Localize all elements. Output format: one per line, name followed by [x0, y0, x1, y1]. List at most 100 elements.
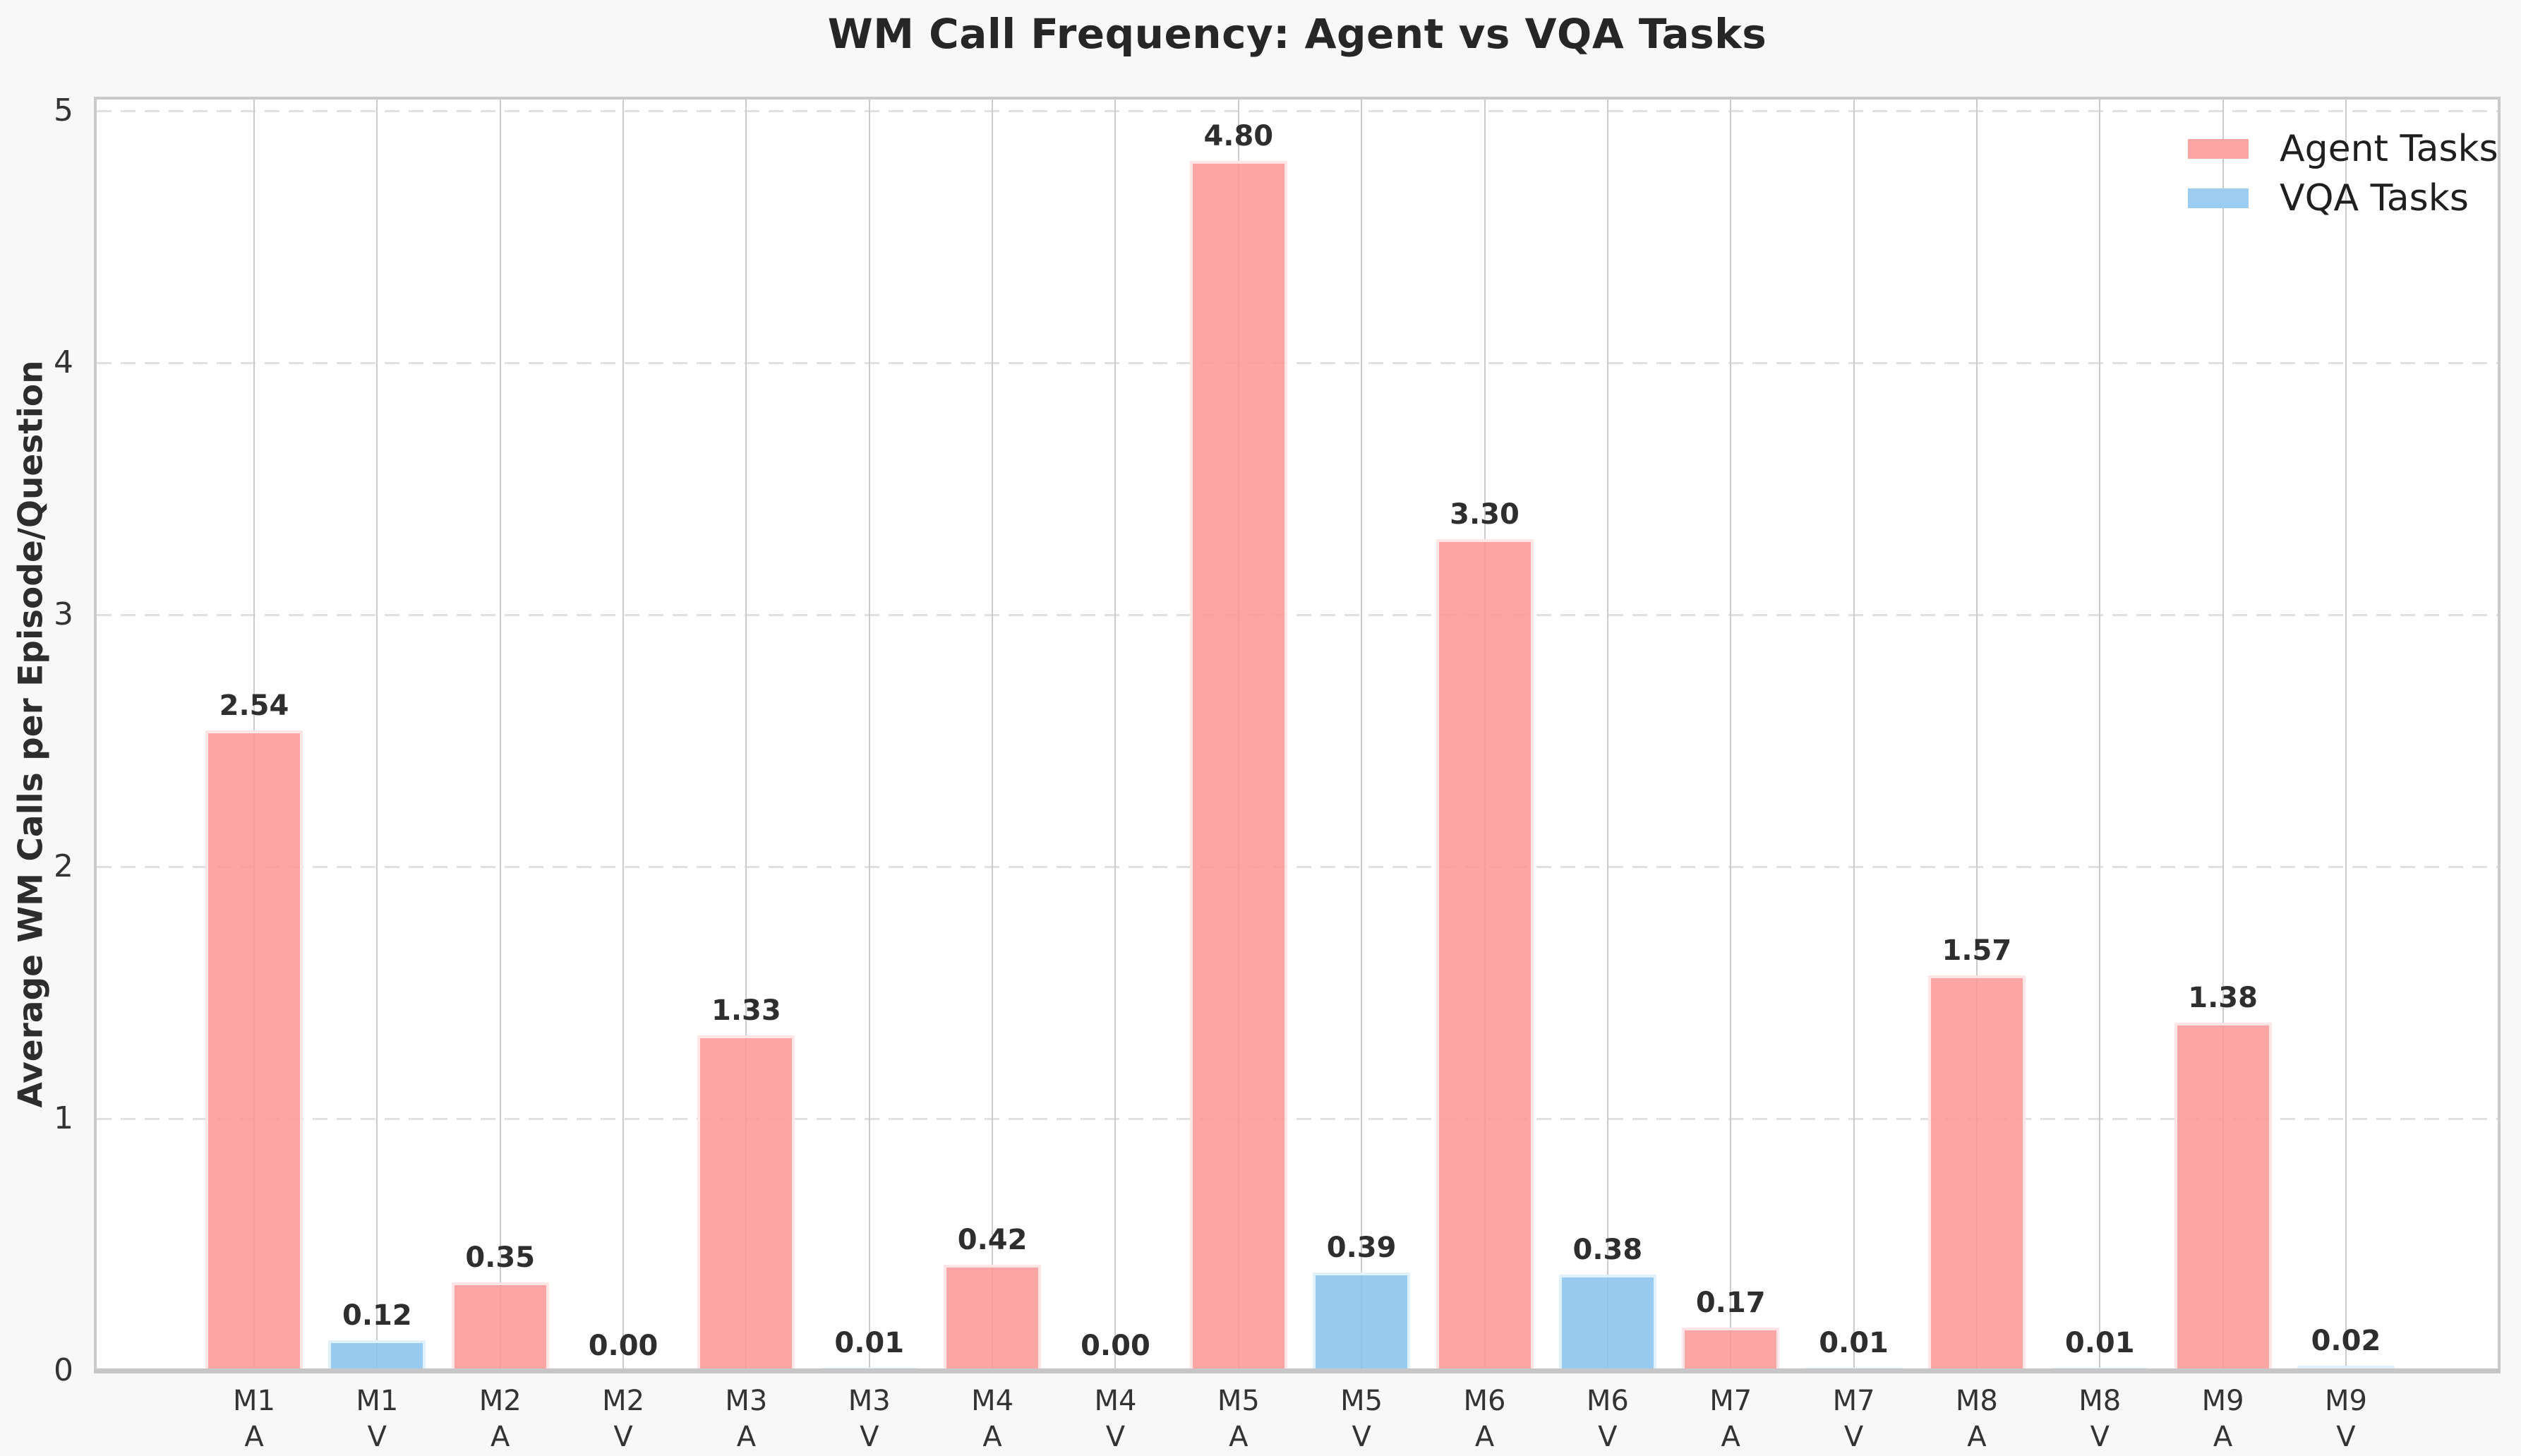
x-tick-task: V — [1843, 1421, 1864, 1453]
v-gridline-m8-v — [2099, 98, 2101, 1368]
legend-label-vqa: VQA Tasks — [2280, 177, 2469, 219]
x-tick-task: A — [982, 1421, 1002, 1453]
x-tick-label-m4-v: M4 V — [1053, 1383, 1177, 1455]
h-gridline-y3 — [97, 614, 2498, 616]
bar-value-label-m5-a: 4.80 — [1203, 120, 1274, 152]
y-tick-label-3: 3 — [54, 596, 73, 632]
y-axis-label: Average WM Calls per Episode/Question — [11, 360, 51, 1108]
v-gridline-m7-a — [1730, 98, 1732, 1368]
x-tick-task: V — [367, 1421, 387, 1453]
bar-value-label-m1-v: 0.12 — [342, 1299, 412, 1332]
h-gridline-y1 — [97, 1118, 2498, 1120]
v-gridline-m4-a — [992, 98, 994, 1368]
x-tick-task: V — [1105, 1421, 1126, 1453]
bar-value-label-m3-a: 1.33 — [711, 994, 781, 1027]
v-gridline-m1-v — [376, 98, 378, 1368]
bar-value-label-m1-a: 2.54 — [219, 690, 289, 722]
v-gridline-m7-v — [1853, 98, 1855, 1368]
x-tick-task: V — [2090, 1421, 2110, 1453]
v-gridline-m2-v — [622, 98, 625, 1368]
bar-value-label-m4-a: 0.42 — [957, 1224, 1028, 1256]
bar-value-label-m4-v: 0.00 — [1081, 1330, 1150, 1362]
x-tick-label-m1-v: M1 V — [315, 1383, 439, 1455]
chart-title: WM Call Frequency: Agent vs VQA Tasks — [827, 10, 1767, 58]
x-tick-model: M9 — [2201, 1385, 2244, 1417]
x-tick-model: M8 — [1955, 1385, 1998, 1417]
bar-m6-v — [1558, 1275, 1656, 1373]
bar-m7-a — [1682, 1328, 1780, 1373]
x-tick-model: M1 — [233, 1385, 275, 1417]
x-tick-label-m8-a: M8 A — [1915, 1383, 2039, 1455]
x-tick-task: V — [1352, 1421, 1371, 1453]
x-tick-label-m1-a: M1 A — [192, 1383, 316, 1455]
x-tick-label-m2-a: M2 A — [438, 1383, 562, 1455]
y-tick-label-2: 2 — [54, 848, 73, 884]
v-gridline-m4-v — [1114, 98, 1117, 1368]
x-tick-task: V — [860, 1421, 879, 1453]
bar-m5-a — [1189, 161, 1287, 1373]
x-tick-task: A — [491, 1421, 510, 1453]
bar-m3-a — [697, 1035, 795, 1373]
x-tick-model: M4 — [971, 1385, 1014, 1417]
x-tick-label-m2-v: M2 V — [561, 1383, 685, 1455]
x-tick-model: M6 — [1586, 1385, 1629, 1417]
x-tick-label-m9-a: M9 A — [2161, 1383, 2285, 1455]
bar-value-label-m6-v: 0.38 — [1572, 1234, 1643, 1266]
bar-value-label-m8-a: 1.57 — [1942, 934, 2012, 967]
x-tick-label-m8-v: M8 V — [2038, 1383, 2162, 1455]
bar-value-label-m2-a: 0.35 — [465, 1241, 536, 1274]
y-tick-label-4: 4 — [54, 344, 73, 380]
v-gridline-m9-a — [2222, 98, 2224, 1368]
bar-value-label-m7-v: 0.01 — [1819, 1327, 1889, 1359]
x-tick-label-m6-a: M6 A — [1423, 1383, 1547, 1455]
bar-m4-a — [944, 1265, 1042, 1373]
x-tick-task: A — [1967, 1421, 1987, 1453]
x-tick-task: V — [2336, 1421, 2356, 1453]
legend-swatch-agent — [2188, 139, 2249, 159]
x-tick-label-m4-a: M4 A — [930, 1383, 1054, 1455]
x-tick-task: V — [1598, 1421, 1618, 1453]
x-tick-model: M4 — [1094, 1385, 1137, 1417]
x-tick-label-m3-v: M3 V — [807, 1383, 932, 1455]
legend: Agent Tasks VQA Tasks — [2188, 124, 2498, 223]
legend-row-vqa: VQA Tasks — [2188, 174, 2498, 223]
x-tick-task: A — [1721, 1421, 1740, 1453]
y-axis-spine-left — [94, 98, 97, 1373]
x-tick-task: A — [736, 1421, 757, 1453]
bar-value-label-m9-a: 1.38 — [2188, 982, 2258, 1014]
x-tick-model: M6 — [1463, 1385, 1506, 1417]
x-tick-model: M1 — [356, 1385, 399, 1417]
x-tick-task: V — [613, 1421, 633, 1453]
legend-label-agent: Agent Tasks — [2280, 128, 2498, 170]
x-tick-model: M5 — [1340, 1385, 1383, 1417]
x-tick-model: M8 — [2078, 1385, 2122, 1417]
bar-value-label-m5-v: 0.39 — [1326, 1232, 1397, 1264]
x-tick-model: M5 — [1217, 1385, 1260, 1417]
bar-m1-a — [205, 730, 303, 1373]
bar-value-label-m6-a: 3.30 — [1450, 498, 1520, 531]
x-tick-task: A — [244, 1421, 264, 1453]
v-gridline-m9-v — [2345, 98, 2347, 1368]
bar-value-label-m9-v: 0.02 — [2311, 1325, 2381, 1357]
x-tick-label-m3-a: M3 A — [684, 1383, 808, 1455]
bar-m2-a — [451, 1282, 549, 1373]
y-tick-label-5: 5 — [54, 92, 73, 128]
x-tick-model: M3 — [725, 1385, 768, 1417]
h-gridline-y4 — [97, 362, 2498, 364]
bar-m1-v — [328, 1340, 426, 1373]
bar-m9-a — [2174, 1023, 2272, 1373]
plot-area — [95, 98, 2499, 1371]
bar-m6-a — [1436, 539, 1534, 1373]
x-tick-model: M2 — [602, 1385, 645, 1417]
v-gridline-m3-a — [745, 98, 747, 1368]
legend-row-agent: Agent Tasks — [2188, 124, 2498, 174]
x-tick-label-m7-v: M7 V — [1792, 1383, 1916, 1455]
bar-value-label-m2-v: 0.00 — [588, 1330, 658, 1362]
v-gridline-m2-a — [499, 98, 501, 1368]
x-tick-label-m5-v: M5 V — [1299, 1383, 1424, 1455]
spine-top — [94, 97, 2501, 100]
x-tick-model: M7 — [1709, 1385, 1752, 1417]
x-tick-label-m7-a: M7 A — [1668, 1383, 1793, 1455]
x-tick-model: M7 — [1832, 1385, 1875, 1417]
